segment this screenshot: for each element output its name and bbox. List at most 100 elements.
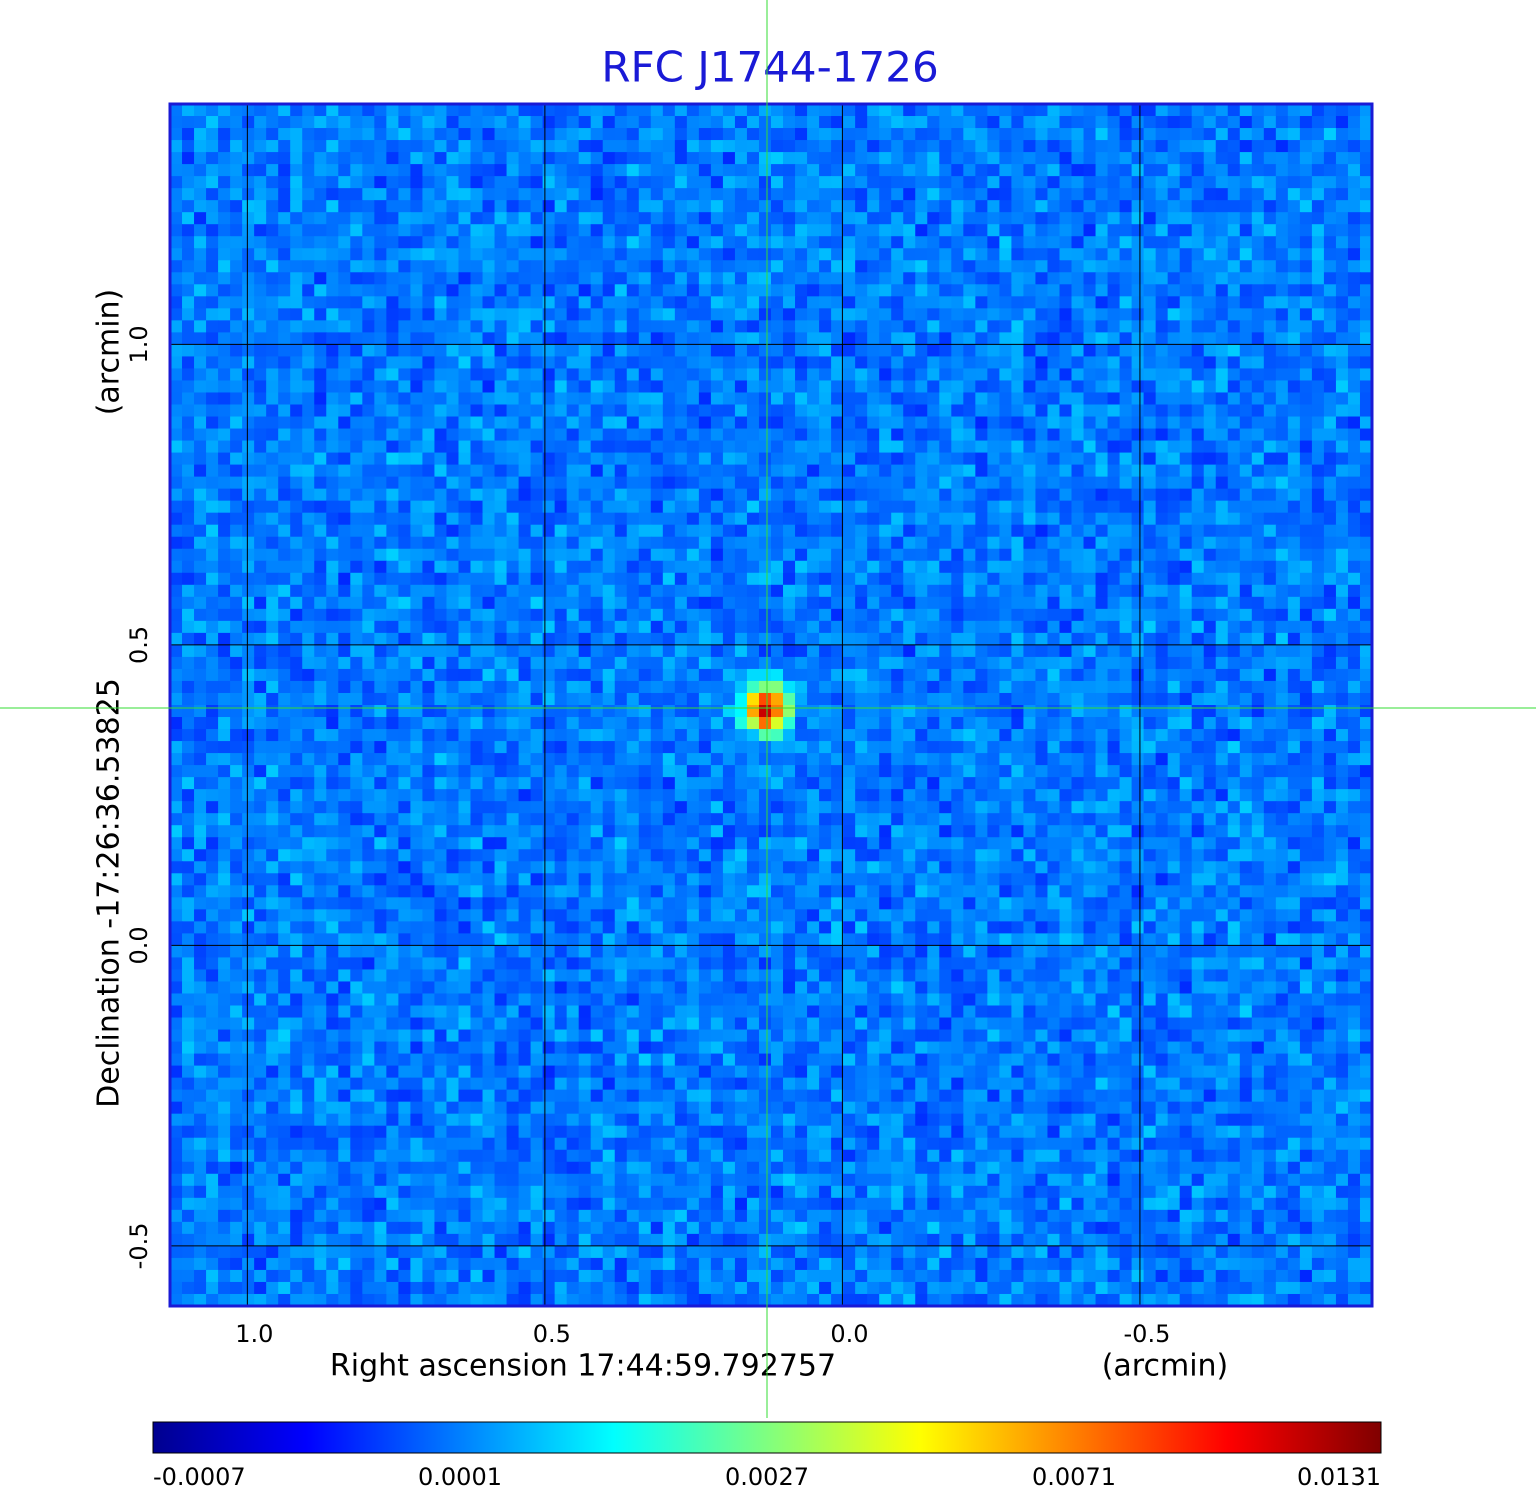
map-pixel	[1059, 320, 1073, 333]
map-pixel	[1167, 476, 1181, 490]
map-pixel	[819, 152, 832, 165]
map-pixel	[242, 380, 255, 394]
map-pixel	[1263, 284, 1277, 297]
map-pixel	[891, 368, 904, 382]
map-pixel	[434, 224, 448, 237]
map-pixel	[254, 512, 267, 526]
map-pixel	[182, 488, 195, 502]
map-pixel	[674, 644, 688, 658]
map-pixel	[1215, 284, 1229, 297]
map-pixel	[1119, 500, 1133, 514]
map-pixel	[530, 644, 544, 658]
map-pixel	[554, 320, 568, 333]
map-pixel	[951, 308, 964, 321]
map-pixel	[722, 104, 736, 117]
map-pixel	[566, 572, 580, 586]
map-pixel	[302, 380, 315, 394]
map-pixel	[1311, 476, 1325, 490]
map-pixel	[674, 188, 688, 201]
map-pixel	[686, 680, 700, 694]
map-pixel	[194, 320, 207, 333]
map-pixel	[194, 344, 207, 358]
map-pixel	[170, 392, 183, 406]
map-pixel	[1299, 440, 1313, 454]
map-pixel	[1275, 572, 1289, 586]
map-pixel	[951, 464, 964, 478]
map-pixel	[1359, 128, 1373, 141]
map-pixel	[915, 680, 928, 694]
map-pixel	[482, 428, 496, 442]
map-pixel	[1311, 344, 1325, 358]
map-pixel	[1311, 140, 1325, 153]
map-pixel	[987, 344, 1000, 358]
map-pixel	[674, 500, 688, 514]
map-pixel	[626, 284, 640, 297]
map-pixel	[314, 656, 327, 670]
map-pixel	[867, 104, 880, 117]
map-pixel	[1359, 656, 1373, 670]
map-pixel	[614, 380, 628, 394]
map-pixel	[458, 512, 472, 526]
map-pixel	[1239, 488, 1253, 502]
map-pixel	[1023, 296, 1037, 309]
map-pixel	[1131, 488, 1145, 502]
map-pixel	[350, 560, 363, 574]
map-pixel	[410, 104, 424, 117]
map-pixel	[1179, 152, 1193, 165]
map-pixel	[1239, 164, 1253, 177]
map-pixel	[795, 128, 808, 141]
map-pixel	[422, 692, 436, 706]
map-pixel	[470, 524, 484, 538]
map-pixel	[758, 620, 772, 634]
map-pixel	[470, 152, 484, 165]
map-pixel	[1071, 224, 1085, 237]
map-pixel	[819, 224, 832, 237]
map-pixel	[758, 152, 772, 165]
map-pixel	[1131, 500, 1145, 514]
map-pixel	[302, 608, 315, 622]
map-pixel	[626, 104, 640, 117]
map-pixel	[1035, 104, 1049, 117]
map-pixel	[987, 596, 1000, 610]
map-pixel	[1119, 512, 1133, 526]
map-pixel	[182, 548, 195, 562]
map-pixel	[662, 248, 676, 261]
map-pixel	[1239, 656, 1253, 670]
map-pixel	[530, 320, 544, 333]
map-pixel	[807, 200, 820, 213]
map-pixel	[855, 536, 868, 550]
map-pixel	[710, 332, 724, 345]
map-pixel	[1119, 272, 1133, 285]
map-pixel	[1143, 344, 1157, 358]
map-pixel	[506, 416, 520, 430]
map-pixel	[1311, 524, 1325, 538]
map-pixel	[410, 476, 424, 490]
map-pixel	[855, 248, 868, 261]
map-pixel	[182, 572, 195, 586]
map-pixel	[1263, 440, 1277, 454]
map-pixel	[374, 644, 387, 658]
map-pixel	[266, 680, 279, 694]
map-pixel	[1215, 344, 1229, 358]
map-pixel	[590, 632, 604, 646]
map-pixel	[290, 284, 303, 297]
map-pixel	[566, 560, 580, 574]
map-pixel	[1263, 356, 1277, 370]
map-pixel	[1323, 392, 1337, 406]
map-pixel	[1107, 212, 1121, 225]
map-pixel	[783, 344, 796, 358]
map-pixel	[1035, 272, 1049, 285]
map-pixel	[302, 488, 315, 502]
map-pixel	[662, 272, 676, 285]
map-pixel	[374, 188, 387, 201]
map-pixel	[1107, 596, 1121, 610]
map-pixel	[1227, 320, 1241, 333]
map-pixel	[242, 200, 255, 213]
map-pixel	[1191, 476, 1205, 490]
map-pixel	[1311, 236, 1325, 249]
map-pixel	[1299, 668, 1313, 682]
map-pixel	[831, 116, 844, 129]
map-pixel	[446, 452, 460, 466]
map-pixel	[614, 116, 628, 129]
map-pixel	[867, 368, 880, 382]
